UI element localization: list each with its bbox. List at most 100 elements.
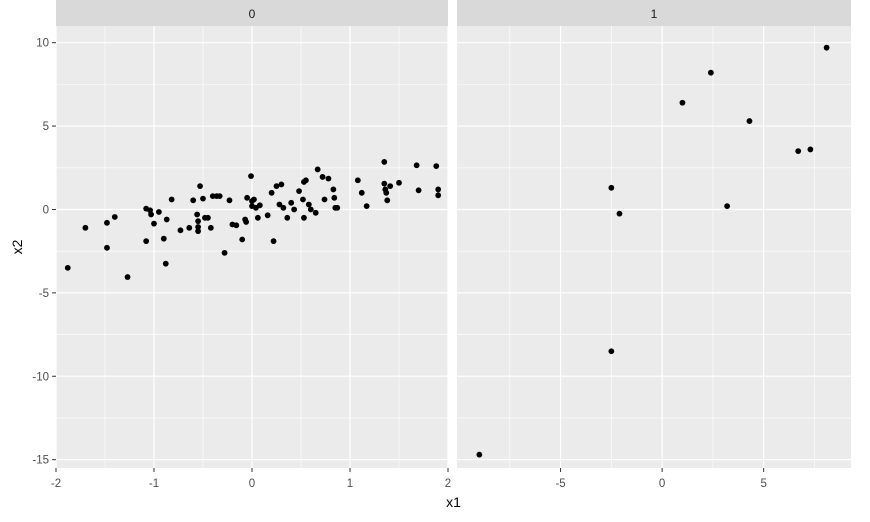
data-point: [325, 175, 332, 182]
data-point: [162, 260, 169, 267]
data-point: [608, 348, 615, 355]
data-point: [82, 224, 89, 231]
facet-strip-label-1: 1: [651, 7, 658, 21]
y-tick-label: -15: [32, 455, 49, 467]
data-point: [331, 194, 338, 201]
data-point: [381, 159, 388, 165]
facet-points-0: [64, 159, 442, 280]
data-point: [248, 173, 254, 180]
data-point: [104, 219, 110, 226]
data-point: [254, 214, 261, 221]
data-point: [273, 183, 280, 190]
data-point: [111, 214, 118, 220]
data-point: [163, 216, 170, 223]
data-point: [244, 194, 251, 201]
data-point: [221, 249, 228, 256]
data-point: [707, 69, 714, 76]
data-point: [435, 192, 442, 199]
data-point: [296, 188, 302, 195]
data-point: [190, 197, 197, 204]
x-tick-label: -2: [51, 478, 61, 490]
x-axis-title: x1: [446, 494, 461, 510]
data-point: [177, 227, 184, 234]
data-point: [64, 264, 71, 271]
data-point: [124, 274, 131, 280]
data-point: [433, 163, 440, 170]
data-point: [476, 451, 483, 458]
y-tick-label: 5: [43, 121, 49, 133]
data-point: [280, 204, 287, 211]
data-point: [312, 209, 319, 216]
data-point: [233, 222, 240, 229]
x-tick-label: -1: [149, 478, 159, 490]
data-point: [354, 177, 361, 184]
facet-x-ticks-0: -2 -1 0 1 2: [51, 468, 451, 490]
data-point: [807, 146, 814, 153]
data-point: [195, 218, 202, 225]
data-point: [243, 219, 250, 225]
data-point: [251, 196, 257, 203]
data-point: [278, 181, 285, 188]
data-point: [396, 179, 402, 186]
data-point: [301, 214, 307, 221]
y-tick-label: 10: [36, 38, 49, 50]
facet-x-ticks-1: -5 0 5: [555, 468, 767, 490]
data-point: [104, 244, 110, 251]
data-point: [270, 238, 277, 245]
y-axis-ticks: -15 -10 -5 0 5 10: [32, 38, 56, 467]
facet-strip-label-0: 0: [249, 7, 256, 21]
data-point: [384, 197, 391, 204]
x-tick-label: -5: [555, 478, 565, 490]
data-point: [321, 196, 328, 203]
data-point: [226, 197, 233, 204]
x-tick-label: 1: [347, 478, 353, 490]
data-point: [195, 224, 202, 230]
facet-panel-1: [457, 26, 851, 468]
x-tick-label: 2: [445, 478, 451, 490]
data-point: [746, 118, 753, 124]
facet-strip-0: [56, 0, 448, 26]
data-point: [168, 196, 175, 203]
data-point: [679, 99, 686, 106]
data-point: [160, 235, 167, 242]
data-point: [239, 236, 246, 243]
data-point: [205, 214, 211, 221]
data-point: [724, 203, 731, 210]
data-point: [334, 204, 341, 211]
data-point: [276, 201, 283, 208]
data-point: [186, 224, 193, 231]
data-point: [823, 44, 830, 51]
data-point: [381, 180, 388, 187]
data-point: [387, 183, 394, 190]
data-point: [305, 201, 312, 208]
data-point: [303, 177, 309, 184]
data-point: [256, 202, 263, 209]
data-point: [197, 183, 203, 190]
data-point: [268, 189, 275, 196]
facet-grid-0: [55, 26, 449, 468]
facet-0-panel-group: 0 -2 -1 0 1 2: [51, 0, 451, 490]
y-axis-title: x2: [9, 239, 25, 254]
data-point: [795, 148, 802, 154]
data-point: [319, 174, 326, 180]
data-point: [435, 186, 442, 193]
data-point: [194, 211, 201, 218]
data-point: [358, 189, 365, 196]
data-point: [363, 203, 370, 210]
data-point: [288, 199, 295, 206]
data-point: [415, 187, 422, 194]
data-point: [143, 238, 150, 245]
data-point: [156, 209, 162, 215]
data-point: [314, 166, 321, 173]
data-point: [307, 206, 314, 213]
data-point: [383, 189, 390, 196]
facet-strip-1: [457, 0, 851, 26]
x-tick-label: 0: [249, 478, 255, 490]
data-point: [195, 228, 202, 235]
data-point: [216, 193, 223, 200]
data-point: [284, 214, 291, 221]
data-point: [616, 210, 623, 217]
y-tick-label: -10: [32, 371, 49, 383]
y-tick-label: 0: [43, 204, 49, 216]
